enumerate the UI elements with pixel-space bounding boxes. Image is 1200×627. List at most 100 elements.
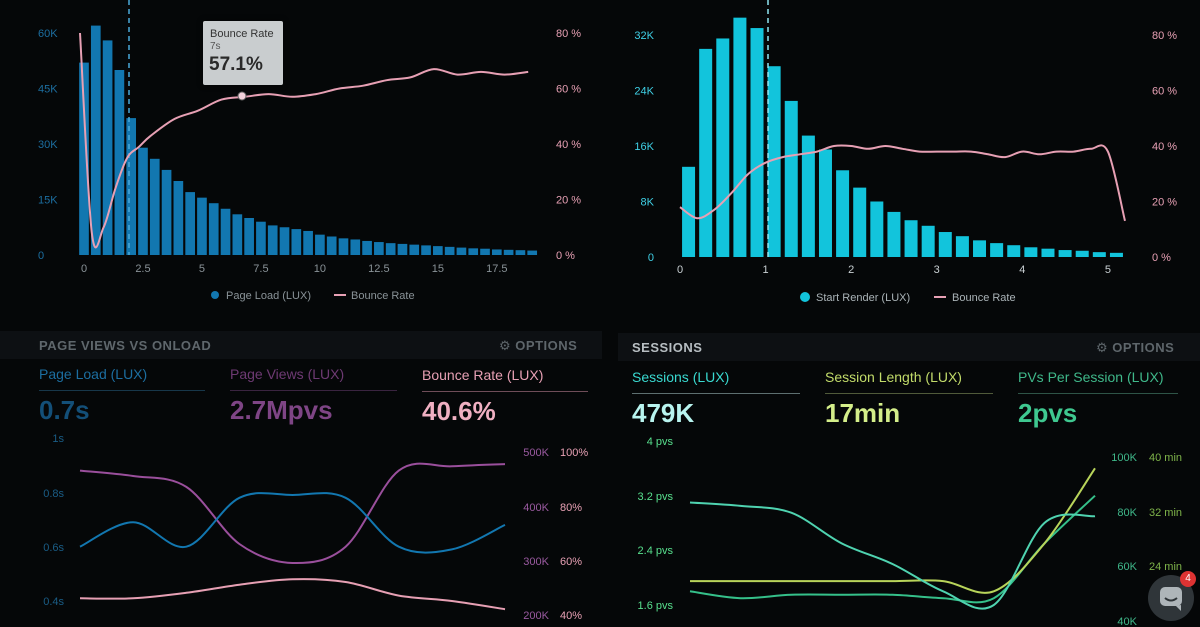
options-label: OPTIONS	[515, 338, 578, 353]
y-right-tick-label: 60 %	[556, 84, 581, 96]
histogram-bar	[784, 100, 798, 257]
sessions-options-button[interactable]: ⚙ OPTIONS	[1096, 340, 1174, 356]
metric-page-load-label[interactable]: Page Load (LUX)	[39, 366, 148, 382]
y-right-tick-label: 80K	[1117, 507, 1137, 519]
y-left-tick-label: 3.2 pvs	[638, 491, 674, 503]
page-views-header: PAGE VIEWS VS ONLOAD ⚙ OPTIONS	[0, 331, 602, 359]
page-views-line	[79, 462, 506, 565]
histogram-bar	[1058, 250, 1072, 257]
x-tick-label: 5	[1105, 264, 1111, 276]
x-tick-label: 2.5	[135, 263, 150, 275]
metric-pvs-per-session-label[interactable]: PVs Per Session (LUX)	[1018, 369, 1164, 385]
histogram-bar	[527, 250, 538, 255]
sessions-line-chart: 4 pvs 3.2 pvs 2.4 pvs 1.6 pvs 100K 80K 60K 40K 4…	[638, 436, 1183, 627]
sessions-title: SESSIONS	[632, 340, 703, 355]
y-right-tick-label: 200K	[523, 610, 549, 622]
y-left-tick-label: 24K	[634, 86, 654, 98]
y-right-tick-label: 40 %	[1152, 141, 1177, 153]
metric-page-load-value: 0.7s	[39, 395, 90, 425]
histogram-bar	[1041, 248, 1055, 257]
y-right-tick-label: 100%	[560, 447, 588, 459]
histogram-bar	[267, 225, 278, 255]
legend-swatch	[211, 291, 219, 299]
histogram-bar	[326, 236, 337, 255]
y-left-tick-label: 0.6s	[43, 542, 64, 554]
y-right-tick-label: 80 %	[556, 28, 581, 40]
histogram-bar	[126, 118, 137, 255]
legend-swatch	[800, 292, 810, 302]
histogram-bar	[938, 232, 952, 257]
histogram-bar	[197, 197, 207, 255]
y-right-tick-label: 0 %	[556, 250, 575, 262]
metric-pvs-per-session-value: 2pvs	[1018, 398, 1078, 428]
histogram-bar	[279, 227, 290, 255]
divider	[39, 390, 205, 391]
page-views-options-button[interactable]: ⚙ OPTIONS	[499, 338, 577, 354]
histogram-bar	[362, 240, 372, 255]
pvs-per-session-line	[689, 494, 1096, 604]
histogram-bar	[870, 201, 884, 257]
x-tick-label: 5	[199, 263, 205, 275]
metric-bounce-rate-label[interactable]: Bounce Rate (LUX)	[422, 367, 544, 383]
session-length-line	[690, 467, 1096, 594]
metric-page-views-value: 2.7Mpvs	[230, 395, 333, 425]
x-tick-label: 0	[81, 263, 87, 275]
metric-page-views-label[interactable]: Page Views (LUX)	[230, 366, 345, 382]
histogram-bar	[385, 243, 396, 255]
gear-icon: ⚙	[499, 338, 512, 353]
tooltip-title: Bounce Rate	[210, 28, 274, 40]
y-right-tick-label: 100K	[1111, 452, 1137, 464]
y-right-tick-label: 60K	[1117, 561, 1137, 573]
histogram-bar	[90, 25, 101, 255]
histogram-bar	[173, 181, 184, 255]
x-tick-label: 3	[934, 264, 940, 276]
legend-label: Start Render (LUX)	[816, 292, 910, 304]
metric-sessions-value: 479K	[632, 398, 695, 428]
histogram-bar	[244, 218, 254, 255]
bounce-rate-line	[79, 578, 506, 611]
y-left-tick-label: 30K	[38, 139, 58, 151]
histogram-bar	[102, 40, 113, 256]
tooltip-value: 57.1%	[209, 54, 263, 75]
metric-bounce-rate-value: 40.6%	[422, 396, 496, 426]
x-tick-label: 4	[1019, 264, 1025, 276]
histogram-bar	[303, 230, 313, 255]
metric-sessions-label[interactable]: Sessions (LUX)	[632, 369, 730, 385]
y-right-tick-label: 300K	[523, 556, 549, 568]
histogram-bar	[138, 147, 148, 255]
histogram-bar	[491, 249, 502, 255]
page-load-line	[79, 492, 506, 554]
y-right-tick-label: 500K	[523, 447, 549, 459]
divider	[825, 393, 993, 394]
metric-session-length-value: 17min	[825, 398, 901, 428]
divider	[230, 390, 397, 391]
histogram-bar	[421, 245, 431, 255]
histogram-bar	[503, 249, 514, 255]
page-views-title: PAGE VIEWS VS ONLOAD	[39, 338, 212, 353]
bounce-rate-line	[679, 144, 1126, 222]
histogram-bar	[433, 246, 443, 255]
y-left-tick-label: 16K	[634, 141, 654, 153]
histogram-bar	[990, 243, 1004, 257]
chat-bubble-icon	[1160, 587, 1182, 611]
y-left-tick-label: 1s	[52, 433, 64, 445]
y-left-tick-label: 8K	[641, 197, 655, 209]
legend-label: Bounce Rate	[952, 292, 1016, 304]
x-tick-label: 1	[763, 264, 769, 276]
histogram-bar	[161, 169, 172, 255]
y-right-tick-label: 80 %	[1152, 30, 1177, 42]
y-right-tick-label: 40K	[1117, 616, 1137, 627]
hover-point	[237, 91, 247, 101]
histogram-bar	[208, 203, 219, 255]
histogram-bar	[853, 187, 867, 257]
legend-label: Bounce Rate	[351, 290, 415, 302]
y-left-tick-label: 32K	[634, 30, 654, 42]
histogram-bar	[836, 170, 850, 257]
y-left-tick-label: 0.8s	[43, 488, 64, 500]
x-tick-label: 0	[677, 264, 683, 276]
histogram-bar	[733, 17, 747, 257]
y-right-tick-label: 60 %	[1152, 86, 1177, 98]
x-tick-label: 10	[314, 263, 326, 275]
histogram-bar	[682, 166, 696, 257]
metric-session-length-label[interactable]: Session Length (LUX)	[825, 369, 962, 385]
